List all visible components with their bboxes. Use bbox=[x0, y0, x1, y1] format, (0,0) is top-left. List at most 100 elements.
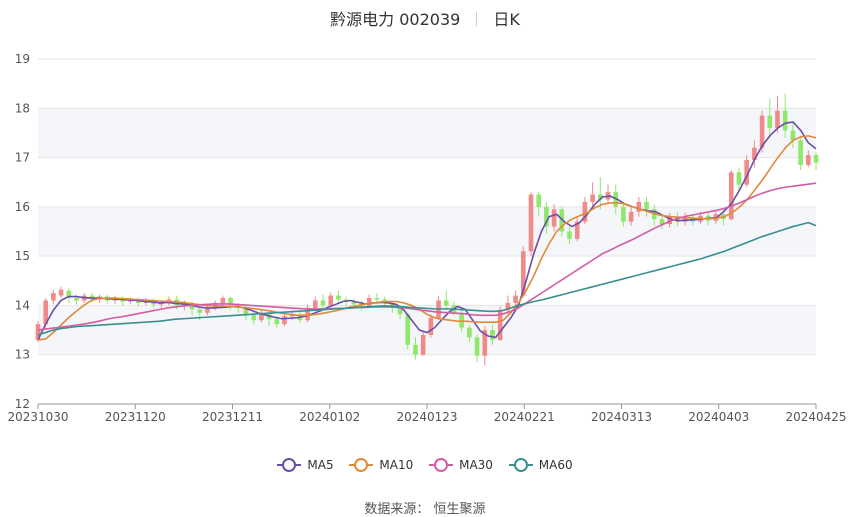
x-tick-label: 20240403 bbox=[688, 410, 749, 424]
candle-body bbox=[728, 172, 734, 220]
candle-body bbox=[590, 194, 595, 202]
candle-body bbox=[482, 330, 488, 356]
candle-body bbox=[443, 300, 449, 306]
candle-body bbox=[220, 298, 226, 303]
candle-body bbox=[574, 221, 580, 239]
series-line-ma60 bbox=[37, 221, 817, 336]
series-line-ma5 bbox=[37, 121, 817, 341]
candle-body bbox=[328, 295, 334, 306]
candle-body bbox=[43, 300, 49, 325]
chart-period: 日K bbox=[493, 10, 520, 29]
candle-body bbox=[66, 290, 72, 299]
candle-body bbox=[505, 302, 511, 311]
candle-body bbox=[559, 209, 565, 232]
y-tick-label: 13 bbox=[15, 348, 30, 362]
candle-body bbox=[752, 147, 757, 161]
legend-ma10[interactable]: MA10 bbox=[349, 458, 413, 472]
candle-body bbox=[320, 300, 326, 306]
legend-ma30[interactable]: MA30 bbox=[429, 458, 493, 472]
candle-body bbox=[305, 307, 310, 321]
chart-legend: MA5 MA10 MA30 MA60 bbox=[0, 458, 850, 475]
x-tick-label: 20240102 bbox=[299, 410, 360, 424]
candle-body bbox=[667, 216, 672, 225]
candle-body bbox=[282, 316, 287, 325]
x-tick-label: 20240425 bbox=[785, 410, 846, 424]
candle-body bbox=[613, 192, 619, 207]
candle-body bbox=[397, 307, 403, 315]
candle-body bbox=[459, 312, 464, 328]
candle-body bbox=[251, 315, 256, 321]
candle-body bbox=[467, 327, 472, 338]
candle-body bbox=[536, 194, 542, 207]
candle-body bbox=[336, 295, 341, 300]
x-tick-label: 20240221 bbox=[494, 410, 555, 424]
legend-ma5-label: MA5 bbox=[307, 458, 334, 472]
candle-body bbox=[513, 295, 518, 303]
chart-title: 黔源电力 002039 日K bbox=[0, 6, 850, 30]
x-tick-label: 20231030 bbox=[7, 410, 68, 424]
y-tick-label: 18 bbox=[15, 101, 30, 115]
grid-band bbox=[38, 108, 816, 158]
candle-body bbox=[374, 298, 380, 300]
candle-body bbox=[35, 324, 41, 340]
candle-body bbox=[405, 314, 411, 345]
candle-body bbox=[51, 293, 56, 301]
y-tick-label: 19 bbox=[15, 52, 30, 66]
candle-body bbox=[759, 115, 765, 148]
legend-ma60-marker bbox=[508, 458, 533, 472]
candle-body bbox=[58, 289, 64, 296]
y-tick-label: 17 bbox=[15, 151, 30, 165]
candle-body bbox=[798, 140, 803, 165]
candle-body bbox=[736, 172, 742, 185]
legend-ma30-marker bbox=[429, 458, 454, 472]
candle-body bbox=[813, 155, 819, 163]
candle-body bbox=[312, 300, 318, 308]
title-divider bbox=[476, 12, 478, 26]
candle-body bbox=[567, 231, 572, 239]
candle-body bbox=[520, 251, 526, 296]
x-tick-label: 20240123 bbox=[396, 410, 457, 424]
candle-body bbox=[274, 319, 280, 325]
candle-body bbox=[621, 206, 626, 222]
candle-body bbox=[551, 209, 557, 227]
candle-body bbox=[413, 344, 418, 355]
grid-band bbox=[38, 206, 816, 257]
series-line-ma30 bbox=[37, 182, 817, 331]
series-line-ma10 bbox=[37, 135, 817, 341]
legend-ma10-marker bbox=[349, 458, 374, 472]
legend-ma60-label: MA60 bbox=[538, 458, 573, 472]
legend-ma5[interactable]: MA5 bbox=[277, 458, 334, 472]
candle-body bbox=[644, 201, 649, 210]
candle-body bbox=[767, 115, 773, 128]
chart-title-text: 黔源电力 002039 bbox=[330, 10, 461, 29]
candle-body bbox=[259, 312, 264, 321]
candle-body bbox=[659, 219, 665, 225]
x-tick-label: 20240313 bbox=[591, 410, 652, 424]
legend-ma5-marker bbox=[277, 458, 302, 472]
candle-body bbox=[582, 201, 588, 222]
candle-body bbox=[775, 110, 780, 128]
y-tick-label: 12 bbox=[15, 397, 30, 411]
candle-body bbox=[628, 211, 634, 222]
candle-body bbox=[197, 309, 203, 313]
candle-body bbox=[598, 194, 603, 200]
candle-body bbox=[351, 301, 357, 305]
candle-body bbox=[420, 335, 426, 355]
legend-ma10-label: MA10 bbox=[379, 458, 414, 472]
x-tick-label: 20231120 bbox=[105, 410, 166, 424]
candle-body bbox=[474, 337, 480, 356]
data-source: 数据来源： 恒生聚源 bbox=[364, 502, 486, 517]
legend-ma30-label: MA30 bbox=[459, 458, 493, 472]
candle-body bbox=[544, 206, 549, 227]
candle-body bbox=[497, 310, 503, 340]
y-tick-label: 16 bbox=[15, 200, 30, 214]
candle-body bbox=[205, 307, 210, 313]
candle-body bbox=[228, 298, 233, 306]
legend-ma60[interactable]: MA60 bbox=[508, 458, 573, 472]
x-tick-label: 20231211 bbox=[202, 410, 263, 424]
candle-body bbox=[189, 302, 195, 310]
candle-body bbox=[366, 298, 372, 307]
candle-body bbox=[74, 298, 79, 301]
y-tick-label: 14 bbox=[15, 298, 30, 312]
